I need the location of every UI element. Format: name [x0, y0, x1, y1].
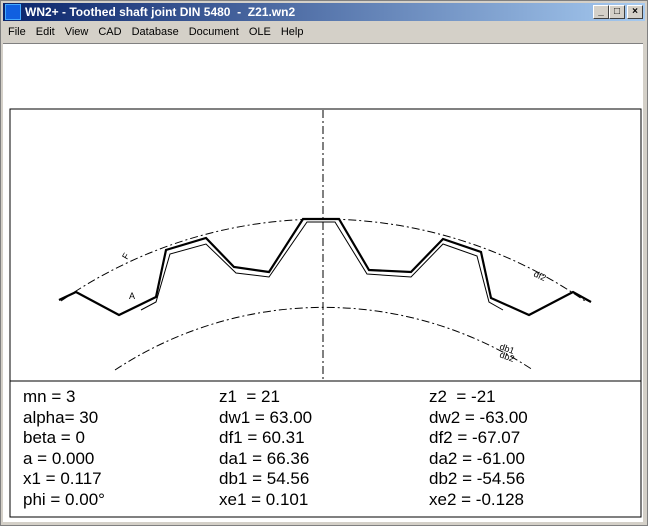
tooth-profile-2	[140, 221, 504, 311]
menu-item[interactable]: Edit	[35, 26, 55, 38]
parameter-cell: dw1 = 63.00	[219, 407, 313, 427]
drawing-label: db2	[498, 349, 516, 364]
drawing-label: df2	[532, 269, 548, 283]
maximize-button[interactable]: □	[609, 5, 625, 19]
parameter-cell: dw2 = -63.00	[429, 407, 528, 427]
parameter-cell: alpha= 30	[23, 407, 99, 427]
menu-item[interactable]: CAD	[98, 26, 122, 38]
menu-item[interactable]: Help	[280, 26, 304, 38]
parameter-cell: da2 = -61.00	[429, 448, 525, 468]
menu-item[interactable]: File	[8, 26, 26, 38]
parameter-cell: beta = 0	[23, 428, 85, 447]
menu-item[interactable]: Document	[188, 26, 239, 38]
title-bar: WN2+ - Toothed shaft joint DIN 5480 - Z2…	[3, 3, 645, 21]
base-circle	[114, 306, 534, 371]
frame	[9, 108, 642, 518]
menu-item[interactable]: Database	[131, 26, 179, 38]
parameter-cell: db1 = 54.56	[219, 469, 310, 488]
app-icon	[5, 4, 21, 20]
menu-item[interactable]: OLE	[248, 26, 271, 38]
parameter-cell: z2 = -21	[429, 387, 496, 406]
menu-bar: File Edit View CAD Database Document OLE Help	[3, 23, 645, 42]
menu-item[interactable]: View	[64, 26, 89, 38]
close-button[interactable]: ×	[627, 5, 643, 19]
minimize-button[interactable]: _	[593, 5, 609, 19]
parameter-cell: df2 = -67.07	[429, 428, 521, 447]
parameter-cell: xe2 = -0.128	[429, 489, 524, 509]
drawing-label: F	[120, 251, 132, 261]
drawing-label: db1	[498, 341, 516, 356]
parameter-cell: da1 = 66.36	[219, 448, 310, 468]
window-title: WN2+ - Toothed shaft joint DIN 5480 - Z2…	[25, 5, 296, 19]
parameter-cell: df1 = 60.31	[219, 428, 305, 447]
tooth-profile	[58, 217, 592, 317]
parameter-cell: phi = 0.00°	[23, 489, 105, 509]
parameter-cell: mn = 3	[23, 387, 76, 406]
parameter-cell: x1 = 0.117	[23, 469, 102, 488]
parameter-cell: z1 = 21	[219, 387, 280, 406]
parameter-cell: db2 = -54.56	[429, 469, 525, 488]
drawing-label: A	[129, 291, 135, 301]
parameter-cell: xe1 = 0.101	[219, 489, 309, 509]
parameter-cell: a = 0.000	[23, 448, 95, 468]
